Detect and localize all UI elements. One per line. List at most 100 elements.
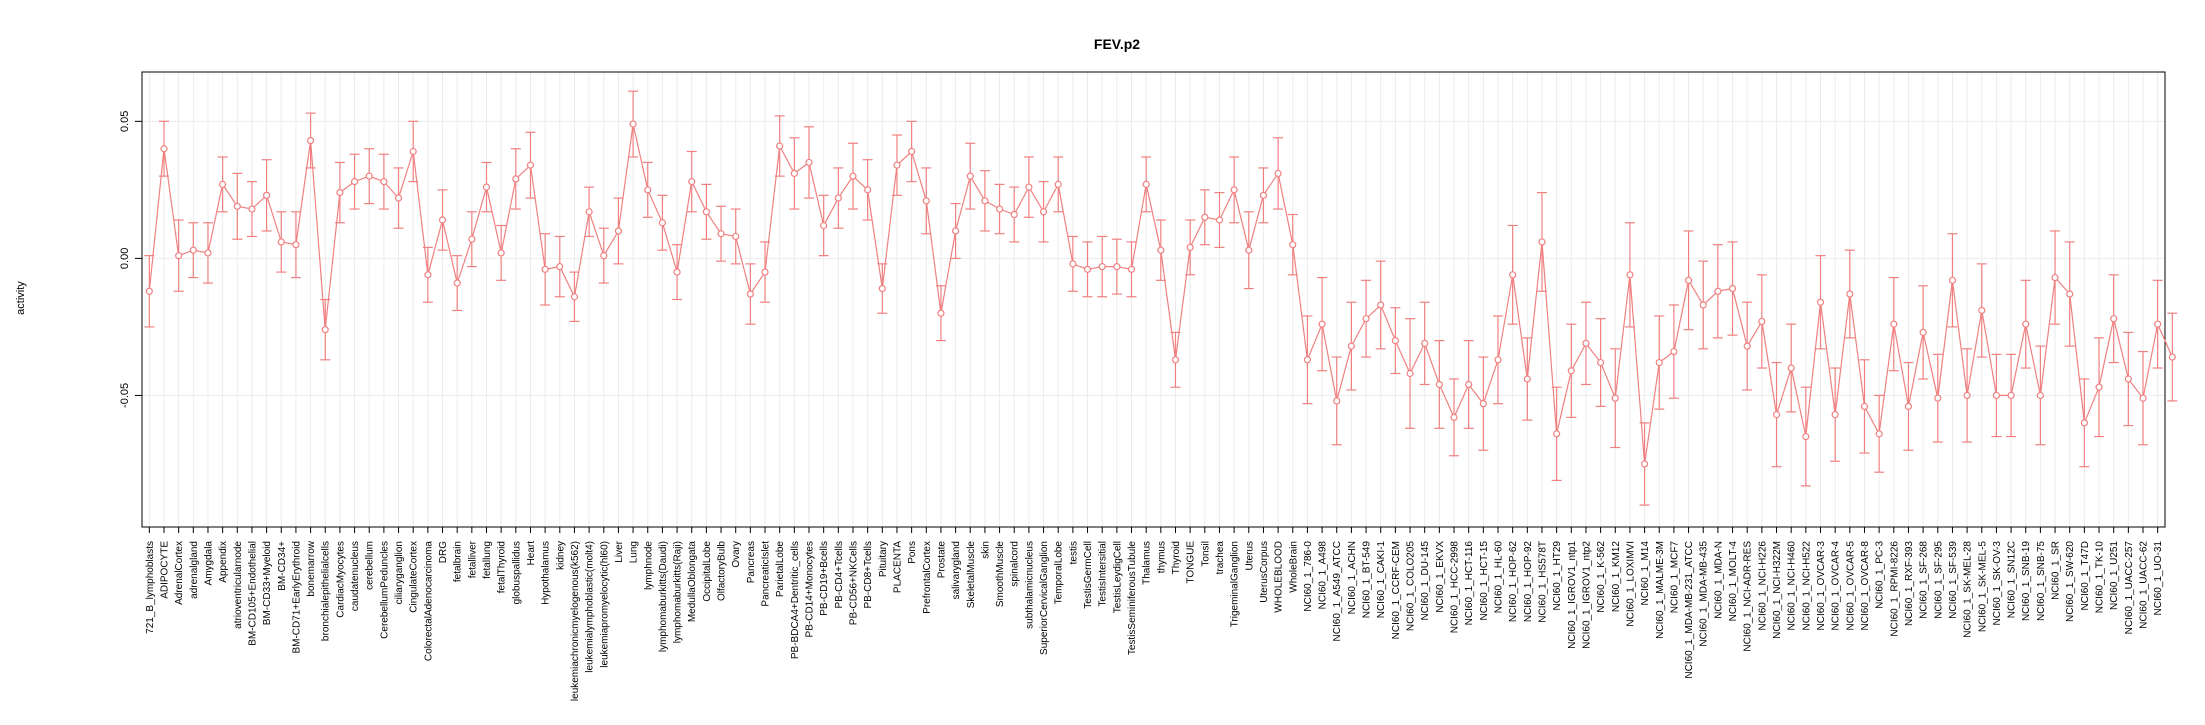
x-tick-label: BM-CD71+EarlyErythroid bbox=[291, 541, 302, 654]
x-tick-label: Thyroid bbox=[1171, 541, 1182, 574]
data-point bbox=[1479, 400, 1487, 408]
x-tick-label: NCI60_1_EKVX bbox=[1435, 541, 1446, 613]
y-tick-label: 0.05 bbox=[119, 111, 131, 132]
data-point bbox=[1860, 402, 1869, 410]
x-tick-label: Appendix bbox=[218, 541, 229, 583]
data-point bbox=[981, 197, 989, 205]
x-tick-label: thymus bbox=[1156, 541, 1167, 573]
data-point bbox=[526, 161, 535, 169]
x-tick-label: Amygdala bbox=[203, 541, 214, 586]
data-point bbox=[438, 216, 447, 224]
x-tick-label: NCI60_1_HCC-2998 bbox=[1450, 541, 1461, 634]
data-point bbox=[1347, 342, 1356, 350]
data-point bbox=[1640, 460, 1649, 468]
data-point bbox=[2051, 273, 2059, 282]
x-tick-label: WholeBrain bbox=[1288, 541, 1299, 593]
data-point bbox=[2022, 320, 2030, 328]
data-point bbox=[263, 191, 271, 199]
data-point bbox=[1846, 290, 1854, 298]
data-point bbox=[380, 178, 388, 186]
data-point bbox=[541, 265, 549, 273]
data-point bbox=[1362, 315, 1370, 323]
x-tick-label: kidney bbox=[555, 541, 566, 570]
x-tick-label: bonemarrow bbox=[306, 540, 317, 596]
data-point bbox=[1113, 263, 1121, 271]
data-point bbox=[1010, 210, 1018, 219]
data-point bbox=[585, 208, 593, 216]
data-point bbox=[1802, 432, 1810, 441]
data-point bbox=[702, 208, 710, 216]
data-point bbox=[673, 268, 681, 276]
data-point bbox=[1421, 339, 1429, 347]
data-point bbox=[497, 249, 505, 257]
x-tick-label: SuperiorCervicalGanglion bbox=[1039, 541, 1050, 655]
x-tick-label: NCI60_1_SW-620 bbox=[2065, 541, 2076, 622]
data-point bbox=[746, 290, 754, 298]
x-tick-label: NCI60_1_HCT-15 bbox=[1479, 541, 1490, 621]
data-point bbox=[834, 194, 842, 202]
data-point bbox=[893, 161, 901, 169]
x-tick-label: OccipitalLobe bbox=[702, 541, 713, 602]
data-point bbox=[2036, 391, 2044, 400]
x-tick-label: ADIPOCYTE bbox=[159, 541, 170, 599]
x-tick-label: Liver bbox=[614, 540, 625, 562]
data-point bbox=[1919, 328, 1927, 336]
x-tick-label: PB-CD14+Monocytes bbox=[805, 541, 816, 637]
x-tick-label: NCI60_1_MDA-MB-435 bbox=[1699, 541, 1710, 647]
data-point bbox=[160, 145, 168, 153]
data-point bbox=[717, 230, 725, 238]
data-point bbox=[1948, 276, 1957, 284]
x-tick-label: lymphnode bbox=[643, 541, 654, 590]
grid bbox=[142, 72, 2165, 527]
data-point bbox=[790, 169, 798, 178]
data-point bbox=[248, 205, 256, 213]
x-tick-label: NCI60_1_BT-549 bbox=[1362, 541, 1373, 619]
x-tick-label: Pons bbox=[907, 541, 918, 564]
data-point bbox=[2080, 419, 2088, 427]
data-point bbox=[937, 309, 945, 317]
data-point bbox=[233, 202, 241, 210]
data-point bbox=[1611, 394, 1619, 402]
x-tick-label: NCI60_1_UACC-62 bbox=[2139, 541, 2150, 629]
data-point bbox=[1978, 306, 1986, 315]
data-point bbox=[482, 183, 491, 191]
data-point bbox=[1142, 180, 1150, 188]
x-tick-label: NCI60_1_SNB-75 bbox=[2036, 541, 2047, 621]
x-tick-label: NCI60_1_HOP-92 bbox=[1523, 541, 1534, 623]
x-tick-label: PB-BDCA4+Dentritic_cells bbox=[790, 541, 801, 659]
data-point bbox=[614, 227, 623, 235]
data-point bbox=[1377, 301, 1385, 309]
data-point bbox=[409, 147, 417, 156]
x-tick-label: UterusCorpus bbox=[1259, 541, 1270, 603]
x-tick-label: lymphomaburkitts(Raji) bbox=[673, 541, 684, 643]
data-point bbox=[468, 235, 476, 243]
data-point bbox=[2095, 383, 2103, 391]
data-point bbox=[1553, 430, 1561, 438]
x-tick-label: NCI60_1_SK-MEL-28 bbox=[1963, 541, 1974, 638]
x-tick-label: Prostate bbox=[936, 541, 947, 579]
data-point bbox=[1655, 358, 1663, 367]
series bbox=[144, 90, 2178, 506]
x-tick-label: SkeletalMuscle bbox=[966, 541, 977, 609]
x-tick-label: subthalamicnucleus bbox=[1024, 541, 1035, 629]
x-tick-label: NCI60_1_IGROV1_ntp1 bbox=[1567, 541, 1578, 649]
data-point bbox=[1538, 238, 1546, 246]
x-tick-label: NCI60_1_U251 bbox=[2109, 541, 2120, 610]
data-point bbox=[1582, 339, 1590, 347]
data-point bbox=[1406, 369, 1414, 378]
x-tick-label: NCI60_1_OVCAR-5 bbox=[1845, 541, 1856, 631]
x-tick-label: NCI60_1_OVCAR-4 bbox=[1831, 541, 1842, 631]
data-point bbox=[306, 136, 315, 145]
x-tick-label: Hypothalamus bbox=[541, 541, 552, 605]
data-point bbox=[321, 326, 329, 334]
x-tick-label: NCI60_1_HCT-116 bbox=[1464, 541, 1475, 626]
data-point bbox=[1230, 186, 1238, 194]
axes: -0.05 0.00 0.05 bbox=[119, 71, 2166, 533]
data-point bbox=[1274, 169, 1282, 178]
x-tick-label: fetalbrain bbox=[453, 541, 464, 582]
x-tick-label: PB-CD4+Tcells bbox=[834, 541, 845, 609]
x-tick-label: NCI60_1_SK-MEL-5 bbox=[1977, 541, 1988, 633]
x-tick-label: NCI60_1_T47D bbox=[2080, 541, 2091, 610]
x-tick-label: NCI60_1_CAKI-1 bbox=[1376, 541, 1387, 619]
